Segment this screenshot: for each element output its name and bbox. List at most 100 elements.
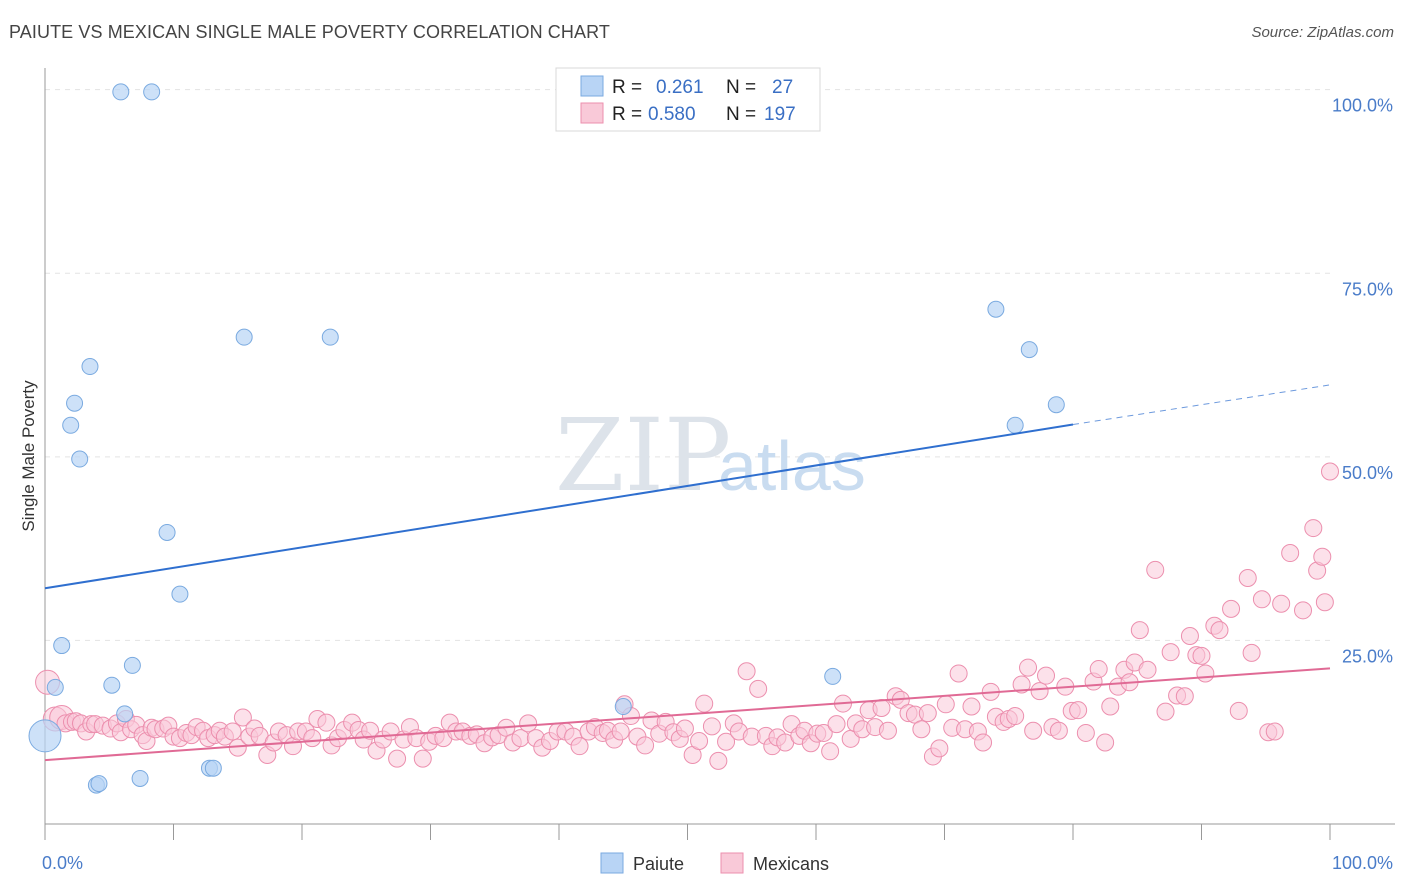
mexicans-point bbox=[1321, 462, 1339, 481]
paiute-point bbox=[123, 656, 141, 674]
correlation-legend: R = 0.261 N = 27 R = 0.580 N = 197 bbox=[555, 67, 821, 132]
mexicans-points bbox=[35, 462, 1339, 770]
source-credit: Source: ZipAtlas.com bbox=[1251, 24, 1394, 41]
legend-mexican-r-label: R = bbox=[612, 104, 642, 125]
mexicans-point bbox=[878, 721, 897, 740]
paiute-point bbox=[71, 450, 89, 468]
mexicans-point bbox=[1012, 675, 1031, 694]
mexicans-point bbox=[570, 737, 589, 756]
mexicans-point bbox=[1192, 646, 1211, 665]
x-tick-label-min: 0.0% bbox=[42, 853, 83, 873]
mexicans-point bbox=[223, 722, 242, 741]
bottom-legend-mexicans-swatch bbox=[720, 852, 744, 874]
legend-mexican-r-value: 0.580 bbox=[648, 104, 696, 125]
mexicans-point bbox=[1175, 687, 1194, 706]
paiute-point bbox=[103, 676, 121, 694]
legend-mexican-n-label: N = bbox=[726, 104, 756, 125]
paiute-point bbox=[90, 775, 108, 793]
legend-mexican-n-value: 197 bbox=[764, 104, 796, 125]
axes bbox=[44, 68, 1395, 840]
mexicans-point bbox=[814, 723, 833, 742]
mexicans-point bbox=[1242, 643, 1261, 662]
paiute-point bbox=[116, 705, 134, 723]
mexicans-point bbox=[1096, 733, 1115, 752]
watermark-zip: ZIP bbox=[555, 397, 731, 514]
chart-title: PAIUTE VS MEXICAN SINGLE MALE POVERTY CO… bbox=[9, 22, 610, 42]
mexicans-point bbox=[1130, 621, 1149, 640]
mexicans-point bbox=[1252, 590, 1271, 609]
tick-labels: 25.0% 50.0% 75.0% 100.0% 0.0% 100.0% bbox=[42, 96, 1393, 873]
mexicans-point bbox=[233, 708, 252, 727]
paiute-point bbox=[204, 759, 222, 777]
mexicans-point bbox=[361, 721, 380, 740]
paiute-point bbox=[62, 416, 80, 434]
paiute-trend-line bbox=[44, 423, 1074, 590]
mexicans-point bbox=[388, 749, 407, 768]
mexicans-point bbox=[918, 704, 937, 723]
mexicans-point bbox=[974, 733, 993, 752]
mexicans-point bbox=[1161, 643, 1180, 662]
legend-mexican-swatch bbox=[580, 102, 604, 124]
mexicans-point bbox=[1069, 701, 1088, 720]
mexicans-point bbox=[737, 662, 756, 681]
mexicans-point bbox=[717, 732, 736, 751]
paiute-point bbox=[987, 300, 1005, 318]
paiute-point bbox=[1006, 416, 1024, 434]
mexicans-point bbox=[709, 751, 728, 770]
mexicans-point bbox=[930, 739, 949, 758]
mexicans-point bbox=[949, 664, 968, 683]
mexicans-point bbox=[1265, 722, 1284, 741]
watermark-atlas: atlas bbox=[718, 427, 866, 505]
mexicans-point bbox=[690, 732, 709, 751]
legend-paiute-r-label: R = bbox=[612, 77, 642, 98]
mexicans-point bbox=[1315, 593, 1334, 612]
mexicans-point bbox=[611, 722, 630, 741]
mexicans-point bbox=[413, 749, 432, 768]
gridlines bbox=[45, 89, 1330, 641]
y-axis-title: Single Male Poverty bbox=[19, 380, 38, 532]
paiute-trend-extension bbox=[1072, 384, 1331, 426]
mexicans-point bbox=[1146, 560, 1165, 579]
mexicans-point bbox=[1089, 660, 1108, 679]
mexicans-point bbox=[317, 713, 336, 732]
legend-paiute-r-value: 0.261 bbox=[656, 77, 704, 98]
paiute-point bbox=[1020, 341, 1038, 359]
paiute-point bbox=[614, 698, 632, 716]
y-tick-label-2: 75.0% bbox=[1342, 279, 1393, 299]
mexicans-point bbox=[1229, 701, 1248, 720]
paiute-point bbox=[53, 637, 71, 655]
mexicans-point bbox=[1222, 599, 1241, 618]
paiute-point bbox=[81, 358, 99, 376]
mexicans-point bbox=[1019, 658, 1038, 677]
paiute-points bbox=[28, 83, 1065, 794]
watermark: ZIP atlas bbox=[555, 397, 866, 514]
paiute-point bbox=[143, 83, 161, 101]
mexicans-point bbox=[1238, 569, 1257, 588]
series-legend: Paiute Mexicans bbox=[600, 852, 829, 874]
mexicans-point bbox=[1024, 721, 1043, 740]
paiute-point bbox=[131, 769, 149, 787]
mexicans-point bbox=[1180, 627, 1199, 646]
mexicans-point bbox=[936, 695, 955, 714]
mexicans-point bbox=[749, 679, 768, 698]
mexicans-point bbox=[636, 736, 655, 755]
mexicans-point bbox=[872, 698, 891, 717]
legend-paiute-n-label: N = bbox=[726, 77, 756, 98]
paiute-point bbox=[1047, 396, 1065, 414]
mexicans-point bbox=[821, 742, 840, 761]
mexicans-point bbox=[1037, 666, 1056, 685]
paiute-point bbox=[158, 523, 176, 541]
paiute-point bbox=[46, 678, 64, 696]
y-tick-label-3: 100.0% bbox=[1332, 96, 1393, 116]
trend-lines bbox=[44, 384, 1331, 762]
mexicans-point bbox=[1313, 547, 1332, 566]
paiute-point bbox=[235, 328, 253, 346]
mexicans-trend-line bbox=[44, 667, 1331, 762]
paiute-point bbox=[112, 83, 130, 101]
mexicans-point bbox=[962, 697, 981, 716]
mexicans-point bbox=[1030, 682, 1049, 701]
mexicans-point bbox=[1304, 519, 1323, 538]
bottom-legend-paiute-label: Paiute bbox=[633, 854, 684, 874]
mexicans-point bbox=[1138, 660, 1157, 679]
